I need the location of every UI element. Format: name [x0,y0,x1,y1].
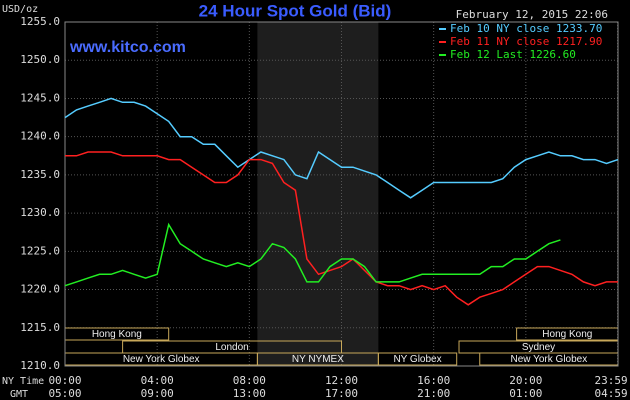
series-line [65,151,618,306]
x-tick-label: 04:00 [141,374,174,387]
session-label: Hong Kong [542,329,592,340]
session-label: Sydney [522,342,555,353]
y-axis-label: USD/oz [2,4,38,15]
legend-label: Feb 10 NY close 1233.70 [450,22,602,35]
y-tick-label: 1255.0 [20,15,60,28]
x2-tick-label: 13:00 [233,387,266,400]
session-label: NY NYMEX [292,354,344,365]
y-tick-label: 1215.0 [20,321,60,334]
chart-title: 24 Hour Spot Gold (Bid) [199,1,392,20]
y-tick-label: 1250.0 [20,53,60,66]
x2-tick-label: 09:00 [141,387,174,400]
series-line [64,97,619,199]
x-tick-label: 12:00 [325,374,358,387]
y-tick-label: 1230.0 [20,206,60,219]
session-label: New York Globex [511,354,588,365]
x-tick-label: 23:59 [594,374,627,387]
legend-label: Feb 12 Last 1226.60 [450,48,576,61]
session-label: London [215,342,248,353]
session-shade [257,22,379,366]
y-tick-label: 1235.0 [20,168,60,181]
x2-tick-label: 01:00 [509,387,542,400]
series-line [64,222,561,287]
x-tick-label: 00:00 [48,374,81,387]
session-label: New York Globex [123,354,200,365]
y-tick-label: 1210.0 [20,359,60,372]
timestamp: February 12, 2015 22:06 [456,8,608,21]
plot-frame [64,21,619,367]
x-row-label: NY Time [2,376,44,387]
x2-tick-label: 05:00 [48,387,81,400]
y-tick-label: 1245.0 [20,91,60,104]
legend-label: Feb 11 NY close 1217.90 [450,35,602,48]
x2-tick-label: 17:00 [325,387,358,400]
x-tick-label: 08:00 [233,374,266,387]
y-tick-label: 1240.0 [20,130,60,143]
watermark: www.kitco.com [69,39,186,56]
session-label: NY Globex [393,354,441,365]
y-tick-label: 1225.0 [20,244,60,257]
x2-tick-label: 21:00 [417,387,450,400]
x-tick-label: 20:00 [509,374,542,387]
session-box [377,352,458,366]
x2-tick-label: 04:59 [594,387,627,400]
x-tick-label: 16:00 [417,374,450,387]
session-label: Hong Kong [92,329,142,340]
x2-row-label: GMT [10,389,28,400]
y-tick-label: 1220.0 [20,283,60,296]
